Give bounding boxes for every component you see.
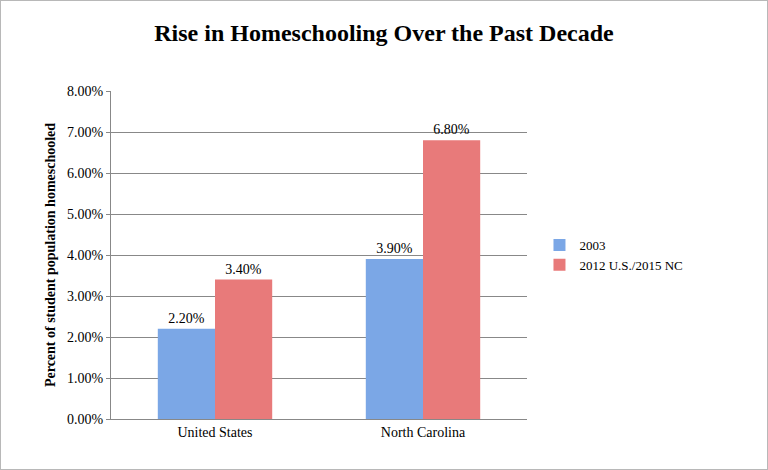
svg-text:1.00%: 1.00% xyxy=(67,371,104,386)
svg-text:8.00%: 8.00% xyxy=(67,84,104,99)
svg-text:6.80%: 6.80% xyxy=(433,122,470,137)
svg-text:2.00%: 2.00% xyxy=(67,330,104,345)
svg-text:3.00%: 3.00% xyxy=(67,289,104,304)
svg-text:2.20%: 2.20% xyxy=(168,311,205,326)
svg-text:3.40%: 3.40% xyxy=(225,262,262,277)
svg-text:4.00%: 4.00% xyxy=(67,248,104,263)
svg-text:7.00%: 7.00% xyxy=(67,125,104,140)
svg-text:5.00%: 5.00% xyxy=(67,207,104,222)
svg-text:2003: 2003 xyxy=(579,238,605,253)
svg-text:6.00%: 6.00% xyxy=(67,166,104,181)
svg-text:Rise in Homeschooling Over the: Rise in Homeschooling Over the Past Deca… xyxy=(154,20,614,46)
svg-text:0.00%: 0.00% xyxy=(67,412,104,427)
svg-text:3.90%: 3.90% xyxy=(376,241,413,256)
svg-text:2012 U.S./2015 NC: 2012 U.S./2015 NC xyxy=(579,258,682,273)
svg-text:Percent of student population: Percent of student population homeschool… xyxy=(43,123,58,387)
svg-text:United States: United States xyxy=(177,425,252,440)
svg-text:North Carolina: North Carolina xyxy=(381,425,466,440)
